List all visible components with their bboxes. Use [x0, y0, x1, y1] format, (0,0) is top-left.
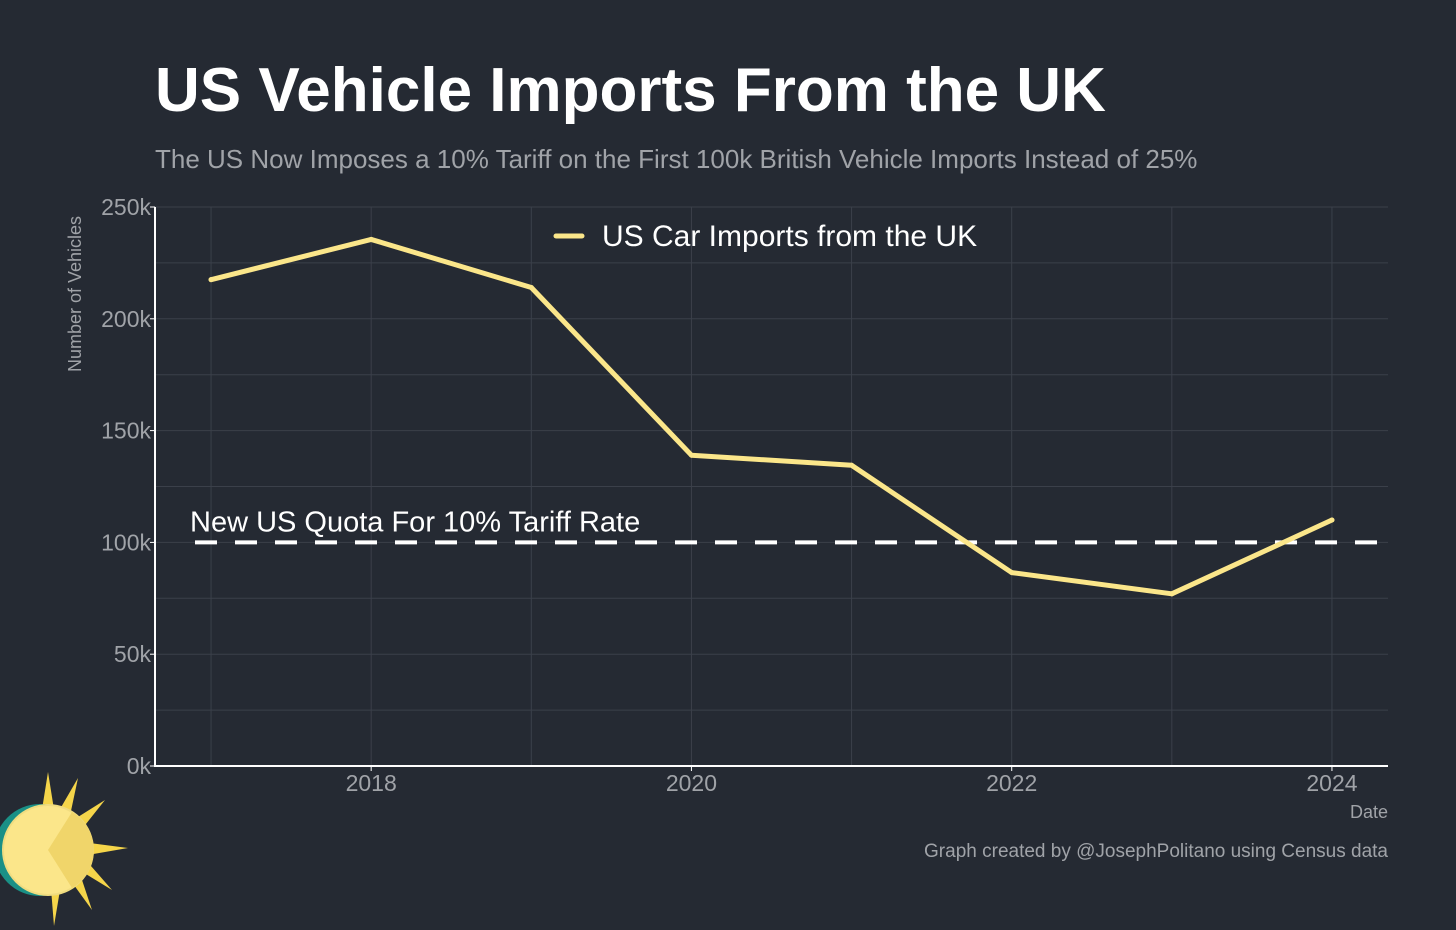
axes: 0k 50k 100k 150k 200k 250k 2018 2020 2022 2024: [101, 194, 1388, 796]
legend-label: US Car Imports from the UK: [602, 220, 977, 253]
y-tick-label: 100k: [101, 529, 151, 555]
data-point: [528, 284, 534, 290]
chart-title: US Vehicle Imports From the UK: [155, 56, 1106, 125]
x-axis-title: Date: [1350, 802, 1388, 822]
y-tick-label: 150k: [101, 418, 151, 444]
data-point: [208, 277, 214, 283]
reference-line-group: New US Quota For 10% Tariff Rate: [190, 506, 1378, 545]
y-tick-label: 50k: [114, 641, 152, 667]
data-point: [1329, 517, 1335, 523]
data-point: [1169, 591, 1175, 597]
sun-logo-icon: [0, 772, 128, 926]
y-tick-label: 0k: [127, 753, 152, 779]
data-point: [1009, 570, 1015, 576]
quota-reference-label: New US Quota For 10% Tariff Rate: [190, 506, 640, 538]
x-tick-label: 2022: [986, 770, 1037, 796]
x-tick-label: 2018: [346, 770, 397, 796]
series-group: [208, 236, 1335, 597]
y-axis-title: Number of Vehicles: [65, 216, 85, 372]
x-tick-label: 2020: [666, 770, 717, 796]
axis-labels: Date Number of Vehicles: [65, 216, 1388, 822]
x-tick-label: 2024: [1306, 770, 1357, 796]
data-point: [368, 236, 374, 242]
grid-lines: [155, 206, 1388, 766]
source-credit: Graph created by @JosephPolitano using C…: [924, 841, 1388, 862]
legend: US Car Imports from the UK: [553, 220, 977, 253]
chart-subtitle: The US Now Imposes a 10% Tariff on the F…: [155, 144, 1198, 174]
series-line-us-car-imports: [208, 236, 1335, 597]
data-point: [849, 462, 855, 468]
data-point: [688, 452, 694, 458]
y-tick-label: 250k: [101, 194, 151, 220]
y-tick-label: 200k: [101, 306, 151, 332]
